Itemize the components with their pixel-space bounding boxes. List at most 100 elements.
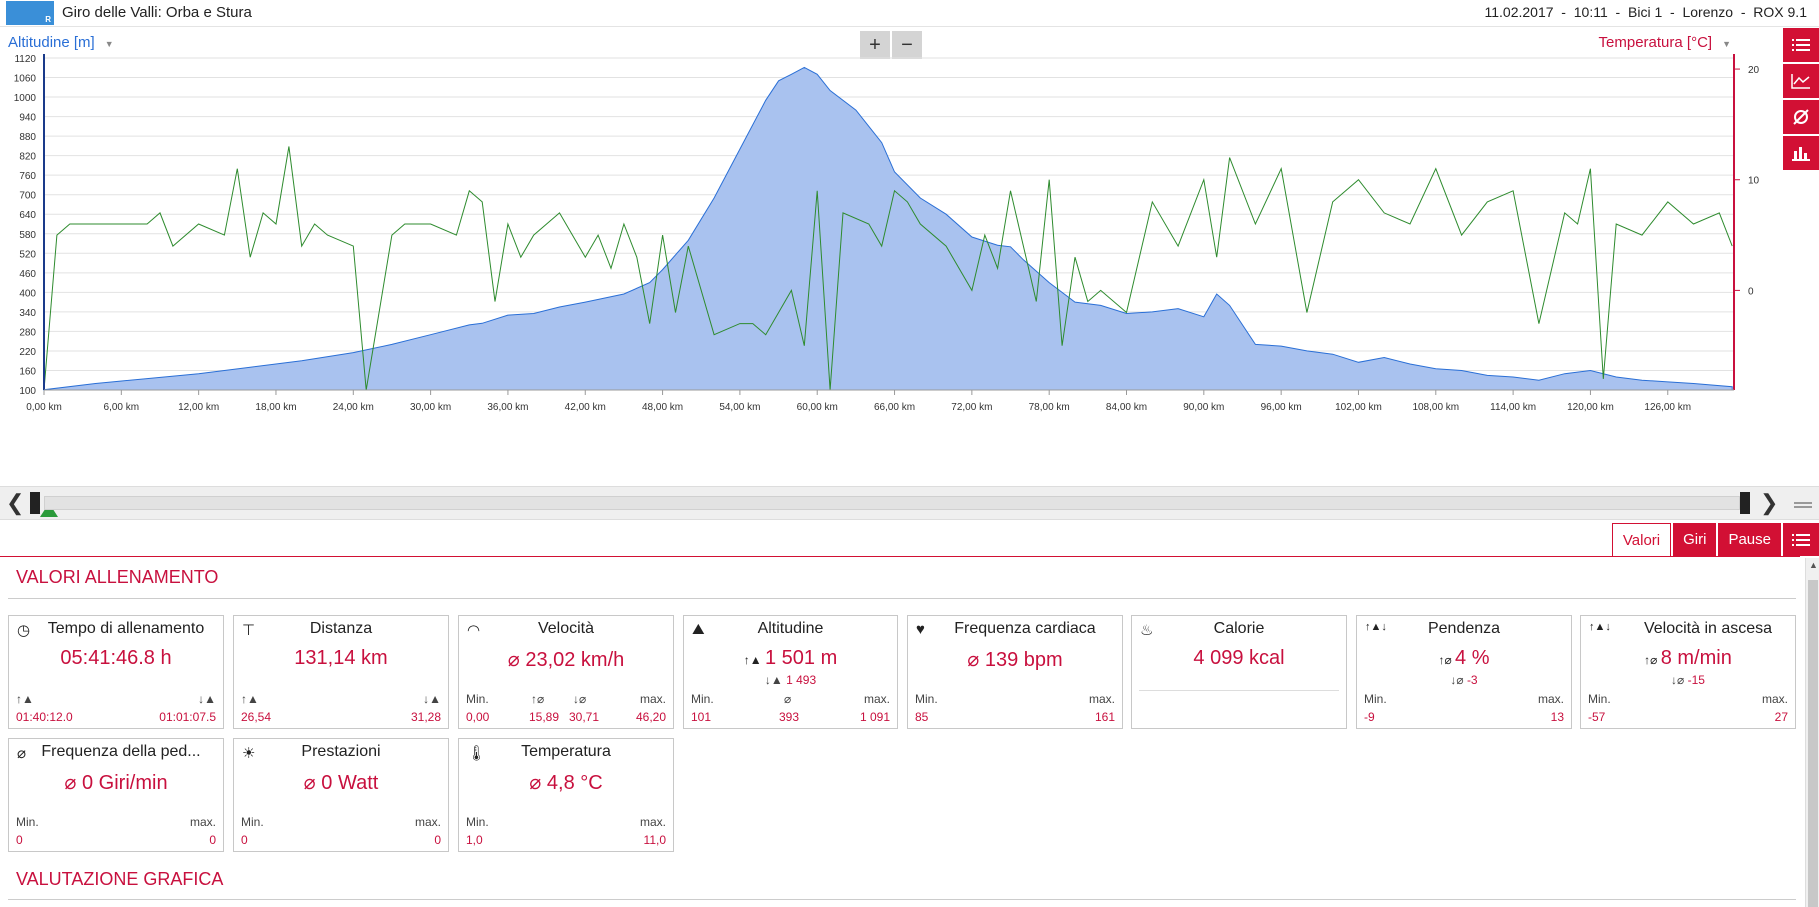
max-label: max. xyxy=(189,815,216,829)
max-value: 0 xyxy=(434,833,441,847)
chevron-right-icon[interactable]: ❯ xyxy=(1760,490,1779,515)
left-axis-selector[interactable]: Altitudine [m] ▼ xyxy=(8,34,114,51)
bar-chart-icon[interactable] xyxy=(1783,136,1819,170)
slider-right-handle[interactable] xyxy=(1740,492,1750,514)
right-axis-selector[interactable]: Temperatura [°C] ▼ xyxy=(1599,34,1731,51)
downhill-distance: 31,28 xyxy=(410,710,441,724)
min-label: Min. xyxy=(1364,692,1387,706)
card-title: Velocità xyxy=(537,620,595,637)
range-slider[interactable]: ❮ ❯ xyxy=(0,486,1819,520)
avg-value: 393 xyxy=(779,710,800,724)
card-title: Temperatura xyxy=(521,743,611,760)
clock-icon: ◷ xyxy=(17,622,31,639)
x-tick-label: 48,00 km xyxy=(642,402,683,413)
min-label: Min. xyxy=(16,815,39,829)
tab-pause[interactable]: Pause xyxy=(1718,523,1781,556)
left-axis-label: Altitudine [m] xyxy=(8,34,95,51)
max-value: 27 xyxy=(1774,710,1788,724)
min-value: 101 xyxy=(691,710,712,724)
card-tempo: ◷ Tempo di allenamento 05:41:46.8 h ↑▲ ↓… xyxy=(8,615,224,729)
uphill-avg-icon: ↑⌀ xyxy=(1438,653,1456,667)
divider xyxy=(1139,690,1339,691)
section-title-graphs: VALUTAZIONE GRAFICA xyxy=(16,869,224,889)
downhill-avg-value: -3 xyxy=(1466,673,1478,687)
slider-left-handle[interactable] xyxy=(30,492,40,514)
downhill-avg-value: 30,71 xyxy=(569,710,600,724)
speedometer-icon: ◠ xyxy=(467,622,481,639)
chevron-down-icon: ▼ xyxy=(1722,39,1731,49)
max-value: 11,0 xyxy=(643,833,666,847)
scrollbar[interactable]: ▲ xyxy=(1805,558,1819,907)
min-label: Min. xyxy=(915,692,938,706)
chevron-left-icon[interactable]: ❮ xyxy=(6,490,25,515)
section-divider xyxy=(8,598,1796,599)
average-icon[interactable] xyxy=(1783,100,1819,134)
downhill-avg-icon: ↓⌀ xyxy=(1450,673,1467,687)
zoom-out-button[interactable]: − xyxy=(892,31,922,59)
x-tick-label: 84,00 km xyxy=(1106,402,1147,413)
y-left-tick-label: 820 xyxy=(19,152,36,163)
zoom-in-button[interactable]: + xyxy=(860,31,890,59)
tab-giri[interactable]: Giri xyxy=(1673,523,1717,556)
device-name: ROX 9.1 xyxy=(1753,4,1807,20)
chart-area: Altitudine [m] ▼ + − Temperatura [°C] ▼ 11… xyxy=(0,28,1781,483)
x-tick-label: 0,00 km xyxy=(26,402,62,413)
line-chart-icon[interactable] xyxy=(1783,64,1819,98)
scrollbar-thumb[interactable] xyxy=(1808,580,1818,907)
card-title: Altitudine xyxy=(757,620,824,637)
ascent-value: 1 501 m xyxy=(764,647,838,669)
max-label: max. xyxy=(414,815,441,829)
section-divider xyxy=(8,899,1796,900)
x-tick-label: 72,00 km xyxy=(951,402,992,413)
card-value: ⌀ 4,8 °C xyxy=(529,772,603,794)
downhill-icon: ↓▲ xyxy=(198,692,216,706)
card-velocita: ◠ Velocità ⌀ 23,02 km/h Min. ↑⌀ ↓⌀ max. … xyxy=(458,615,674,729)
drag-handle-icon[interactable] xyxy=(1794,502,1812,504)
y-left-tick-label: 580 xyxy=(19,230,36,241)
chart-toolbar xyxy=(1783,28,1819,172)
altitude-temperature-chart[interactable]: 1120106010009408808207607006405805204604… xyxy=(0,28,1781,483)
workout-date: 11.02.2017 xyxy=(1484,4,1554,20)
x-tick-label: 114,00 km xyxy=(1490,402,1536,413)
uphill-distance: 26,54 xyxy=(241,710,272,724)
x-tick-label: 102,00 km xyxy=(1335,402,1382,413)
slider-track[interactable] xyxy=(44,496,1740,510)
tab-valori[interactable]: Valori xyxy=(1611,523,1672,556)
y-left-tick-label: 940 xyxy=(19,113,36,124)
y-left-tick-label: 520 xyxy=(19,249,36,260)
bike-name: Bici 1 xyxy=(1628,4,1663,20)
scroll-up-icon[interactable]: ▲ xyxy=(1809,560,1818,570)
min-value: -57 xyxy=(1588,710,1606,724)
y-left-tick-label: 760 xyxy=(19,171,36,182)
max-value: 46,20 xyxy=(635,710,666,724)
list-icon[interactable] xyxy=(1783,523,1819,556)
x-tick-label: 126,00 km xyxy=(1644,402,1691,413)
y-right-tick-label: 0 xyxy=(1748,286,1754,297)
descent-row: ↓⌀ -15 xyxy=(1581,673,1795,687)
min-label: Min. xyxy=(1588,692,1611,706)
max-label: max. xyxy=(863,692,890,706)
max-value: 13 xyxy=(1550,710,1564,724)
card-value: ⌀ 0 Giri/min xyxy=(64,772,168,794)
workout-meta: 11.02.2017 - 10:11 - Bici 1 - Lorenzo - … xyxy=(1484,4,1808,20)
user-name: Lorenzo xyxy=(1682,4,1734,20)
card-value: 05:41:46.8 h xyxy=(60,647,172,669)
y-left-tick-label: 160 xyxy=(19,366,36,377)
list-icon[interactable] xyxy=(1783,28,1819,62)
uphill-avg-value: 4 % xyxy=(1455,647,1490,669)
x-tick-label: 24,00 km xyxy=(333,402,374,413)
altitude-area xyxy=(43,66,1733,391)
tab-divider xyxy=(0,556,1800,557)
downhill-icon: ↓▲ xyxy=(423,692,441,706)
card-temperatura: 🌡 Temperatura ⌀ 4,8 °C Min. max. 1,0 11,… xyxy=(458,738,674,852)
uphill-avg-value: 8 m/min xyxy=(1660,647,1732,669)
card-value: ⌀ 23,02 km/h xyxy=(507,649,625,671)
y-left-tick-label: 400 xyxy=(19,288,36,299)
x-tick-label: 66,00 km xyxy=(874,402,915,413)
max-label: max. xyxy=(639,692,666,706)
card-title: Calorie xyxy=(1213,620,1265,637)
slope-icon: ↑▲↓ xyxy=(1365,621,1387,633)
card-distanza: ⊤ Distanza 131,14 km ↑▲ ↓▲ 26,54 31,28 xyxy=(233,615,449,729)
max-value: 1 091 xyxy=(859,710,890,724)
mountain-icon: ⛰ xyxy=(692,621,705,638)
